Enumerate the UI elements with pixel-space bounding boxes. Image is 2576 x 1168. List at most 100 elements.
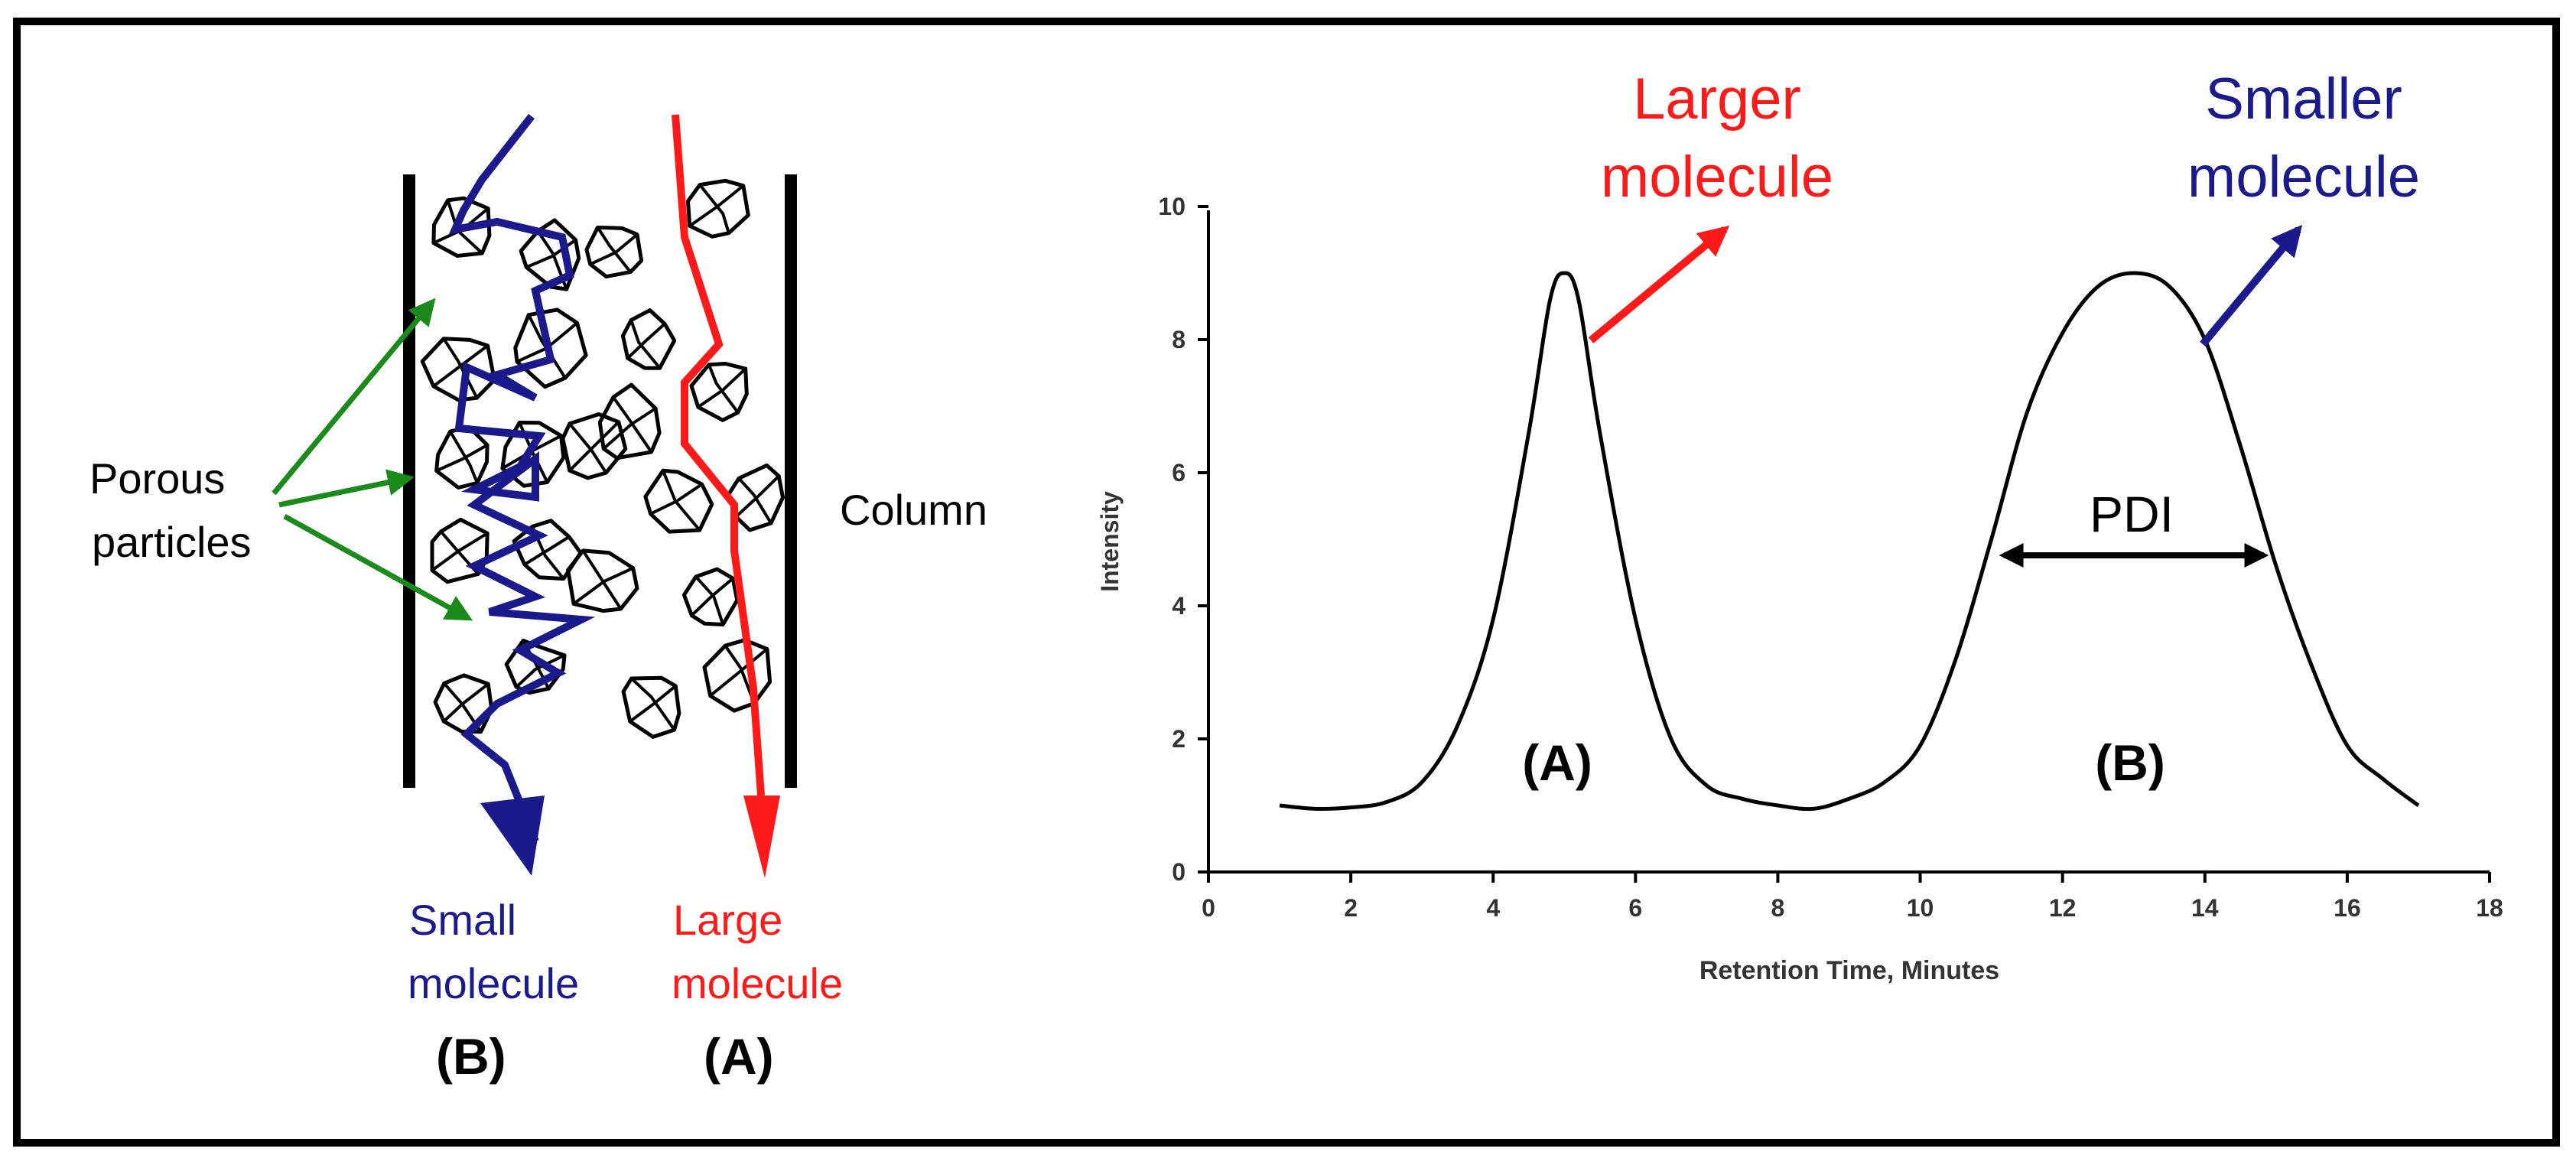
small-molecule-tag: (B) [436, 1028, 506, 1085]
x-tick-label: 4 [1486, 894, 1500, 922]
x-axis-label: Retention Time, Minutes [1699, 956, 1999, 985]
particle-facet [724, 644, 756, 705]
porous-particle [512, 519, 583, 581]
particle-facet [707, 363, 740, 415]
porous-particle [500, 421, 566, 488]
larger-molecule-label-line1: Larger [1633, 67, 1801, 132]
elution-curve [1279, 271, 2420, 812]
porous-particle [597, 382, 662, 460]
particle-facet [442, 682, 490, 724]
x-tick-label: 18 [2476, 894, 2503, 922]
smaller-molecule-label-line1: Smaller [2205, 67, 2402, 132]
porous-particle [420, 337, 496, 402]
pointer-arrow-1 [272, 298, 436, 496]
porous-particle [430, 517, 490, 584]
x-tick-label: 16 [2334, 894, 2361, 922]
porous-particles [420, 178, 785, 739]
particle-facet [442, 337, 479, 400]
particle-facet [581, 548, 623, 610]
particle-facet [737, 477, 773, 525]
large-molecule-label-line2: molecule [672, 959, 843, 1007]
particle-facet [649, 483, 704, 516]
x-ticks: 0 2 4 6 8 10 12 14 16 18 [1202, 872, 2503, 922]
particle-facet [602, 407, 658, 451]
particle-facet [698, 183, 730, 235]
pdi-label: PDI [2090, 486, 2174, 542]
particle-facet [688, 184, 745, 228]
large-molecule-label-line1: Large [673, 896, 782, 944]
porous-particle [434, 425, 490, 490]
x-tick-label: 8 [1771, 894, 1785, 922]
particle-facet [431, 343, 490, 388]
porous-particle [513, 307, 588, 389]
large-molecule-tag: (A) [704, 1028, 774, 1085]
porous-particle [519, 218, 581, 291]
column-label: Column [840, 486, 987, 534]
particle-facet [434, 443, 490, 473]
chromatogram-chart: 0 2 4 6 8 10 12 14 16 18 0 2 4 6 8 10 Retention Time, … [1096, 67, 2503, 985]
larger-molecule-arrow [1588, 225, 1730, 343]
particle-facet [629, 318, 662, 370]
pointer-arrow-3 [283, 513, 473, 621]
porous-particle [686, 178, 750, 239]
peak-b-label: (B) [2095, 734, 2165, 791]
porous-particle [689, 362, 749, 422]
y-tick-label: 8 [1172, 326, 1186, 353]
small-molecule-arrowhead [480, 795, 545, 876]
y-axis-label: Intensity [1096, 491, 1124, 592]
small-molecule-label-line1: Small [409, 896, 516, 944]
particle-facet [448, 430, 479, 485]
y-tick-label: 10 [1158, 193, 1186, 220]
particle-facet [522, 535, 571, 566]
porous-label-line2: particles [92, 518, 252, 566]
large-molecule-arrowhead [743, 795, 780, 878]
particle-facet [527, 313, 567, 380]
particle-facet [690, 577, 735, 617]
large-molecule-path [672, 114, 765, 796]
particle-facet [611, 395, 653, 454]
column-diagram: Porous particles Column Small molecule (… [89, 113, 987, 1085]
porous-particle [621, 675, 681, 739]
particle-facet [696, 367, 747, 409]
x-tick-label: 10 [1907, 894, 1934, 922]
particle-facet [734, 474, 781, 519]
y-tick-label: 4 [1172, 592, 1186, 620]
porous-particle [566, 548, 639, 613]
peak-a-label: (A) [1522, 734, 1592, 791]
porous-label-line1: Porous [89, 454, 225, 503]
smaller-molecule-label-line2: molecule [2187, 145, 2420, 210]
y-tick-label: 2 [1172, 725, 1186, 753]
x-tick-label: 6 [1628, 894, 1642, 922]
particle-facet [596, 226, 633, 274]
porous-particle [702, 638, 772, 713]
porous-particle [504, 639, 567, 695]
particle-facet [515, 653, 566, 689]
porous-particle [431, 196, 492, 258]
x-tick-label: 0 [1202, 894, 1215, 922]
particle-facet [572, 566, 635, 606]
y-tick-label: 0 [1172, 858, 1186, 886]
particle-facet [626, 322, 667, 360]
larger-molecule-label-line2: molecule [1601, 145, 1833, 210]
small-molecule-label-line2: molecule [408, 959, 579, 1007]
x-tick-label: 2 [1344, 894, 1358, 922]
y-tick-label: 6 [1172, 459, 1186, 486]
particle-facet [588, 233, 639, 266]
porous-particle [620, 308, 677, 370]
pointer-arrow-2 [278, 469, 415, 508]
x-tick-label: 12 [2049, 894, 2077, 922]
particle-facet [628, 684, 678, 724]
porous-particle [643, 468, 714, 534]
smaller-molecule-arrow [2200, 224, 2303, 347]
particle-facet [568, 420, 620, 473]
particle-facet [525, 238, 577, 269]
porous-particle [561, 412, 628, 480]
y-ticks: 0 2 4 6 8 10 [1158, 193, 1208, 886]
porous-particle [681, 567, 740, 626]
figure-border [13, 18, 2560, 1147]
porous-particle [584, 225, 644, 279]
particle-facet [629, 677, 676, 732]
particle-facet [431, 532, 490, 572]
small-molecule-path [448, 113, 596, 843]
